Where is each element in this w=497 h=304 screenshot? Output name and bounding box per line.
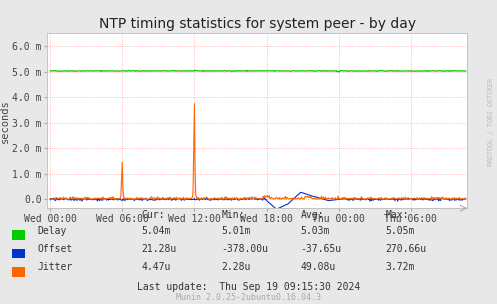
- Text: 5.01m: 5.01m: [221, 226, 250, 236]
- Text: -378.00u: -378.00u: [221, 244, 268, 254]
- Text: 5.03m: 5.03m: [301, 226, 330, 236]
- Text: Last update:  Thu Sep 19 09:15:30 2024: Last update: Thu Sep 19 09:15:30 2024: [137, 282, 360, 292]
- Text: -37.65u: -37.65u: [301, 244, 342, 254]
- Text: Avg:: Avg:: [301, 210, 324, 220]
- Title: NTP timing statistics for system peer - by day: NTP timing statistics for system peer - …: [98, 17, 416, 31]
- Text: RRDTOOL / TOBI OETIKER: RRDTOOL / TOBI OETIKER: [488, 78, 494, 166]
- Text: Delay: Delay: [37, 226, 67, 236]
- Text: 270.66u: 270.66u: [385, 244, 426, 254]
- Text: 5.04m: 5.04m: [142, 226, 171, 236]
- Text: Munin 2.0.25-2ubuntu0.16.04.3: Munin 2.0.25-2ubuntu0.16.04.3: [176, 292, 321, 302]
- Text: 3.72m: 3.72m: [385, 262, 414, 272]
- Text: 2.28u: 2.28u: [221, 262, 250, 272]
- Text: Min:: Min:: [221, 210, 245, 220]
- Text: Offset: Offset: [37, 244, 73, 254]
- Text: 5.05m: 5.05m: [385, 226, 414, 236]
- Text: 49.08u: 49.08u: [301, 262, 336, 272]
- Text: Jitter: Jitter: [37, 262, 73, 272]
- Text: 4.47u: 4.47u: [142, 262, 171, 272]
- Text: 21.28u: 21.28u: [142, 244, 177, 254]
- Text: Cur:: Cur:: [142, 210, 165, 220]
- Text: Max:: Max:: [385, 210, 409, 220]
- Y-axis label: seconds: seconds: [0, 99, 9, 143]
